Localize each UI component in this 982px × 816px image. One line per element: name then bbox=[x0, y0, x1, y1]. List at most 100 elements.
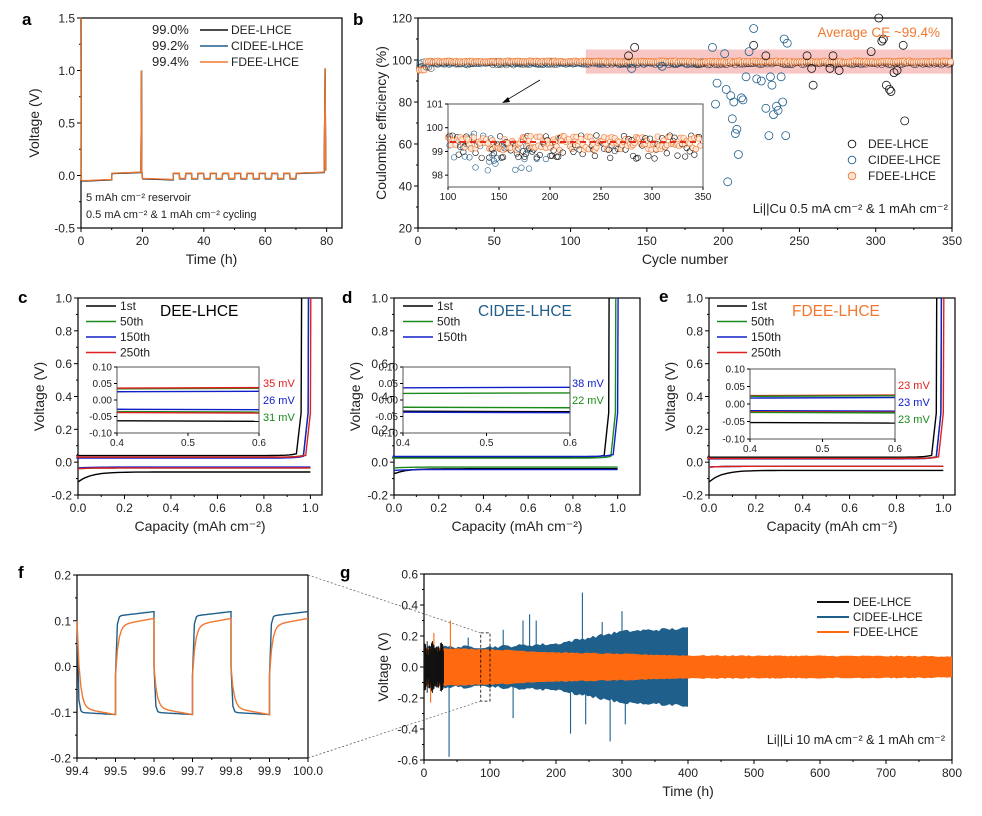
arrow-head bbox=[502, 97, 510, 103]
legend-marker bbox=[847, 139, 857, 149]
y-tick-label: 0.6 bbox=[401, 568, 418, 582]
x-tick-label: 100 bbox=[480, 766, 500, 780]
point-fdee bbox=[946, 58, 955, 66]
x-tick-label: 0.6 bbox=[841, 501, 858, 515]
point-cidee-outlier bbox=[627, 64, 636, 73]
inset-line-50th bbox=[749, 411, 896, 414]
x-tick-label: 150 bbox=[491, 192, 508, 203]
inset-point-fdee bbox=[578, 135, 585, 142]
inset-point-dee bbox=[607, 154, 614, 161]
point-cidee-outlier bbox=[761, 103, 771, 113]
legend-label: 250th bbox=[120, 346, 150, 360]
y-tick-label: 1.5 bbox=[58, 12, 75, 26]
inset-overpotential-label: 22 mV bbox=[572, 395, 604, 407]
x-tick-label: 0.6 bbox=[888, 444, 902, 455]
inset-line-50th bbox=[402, 406, 571, 409]
legend-label: 50th bbox=[437, 315, 460, 329]
point-dee-outlier bbox=[878, 34, 888, 44]
inset-point-dee bbox=[651, 155, 658, 162]
point-dee-outlier bbox=[828, 51, 838, 61]
x-tick-label: 0.0 bbox=[701, 501, 718, 515]
point-dee-outlier bbox=[886, 87, 896, 96]
point-dee-outlier bbox=[900, 116, 910, 126]
x-tick-label: 350 bbox=[695, 192, 712, 203]
x-tick-label: 0.6 bbox=[252, 438, 266, 449]
inset-point-dee bbox=[550, 147, 557, 154]
point-cidee-outlier bbox=[721, 85, 731, 94]
inset-point-cidee bbox=[493, 155, 501, 162]
point-cidee-outlier bbox=[727, 114, 737, 124]
y-tick-label: 0.2 bbox=[371, 423, 388, 437]
inset-point-dee bbox=[674, 152, 681, 159]
x-tick-label: 250 bbox=[593, 192, 610, 203]
point-cidee-outlier bbox=[778, 97, 788, 107]
legend-label: DEE-LHCE bbox=[868, 137, 929, 151]
y-tick-label: -0.10 bbox=[89, 429, 112, 440]
stripping-curve-250th bbox=[707, 297, 945, 460]
inset-point-fdee bbox=[470, 134, 478, 141]
x-tick-label: 1.0 bbox=[302, 501, 319, 515]
annotation-average-ce: Average CE ~99.4% bbox=[818, 25, 940, 40]
plating-curve-250th bbox=[77, 467, 311, 470]
point-cidee-outlier bbox=[776, 72, 786, 82]
point-cidee-outlier bbox=[712, 78, 722, 88]
inset-point-cidee bbox=[518, 164, 525, 171]
stripping-curve-1st bbox=[391, 297, 610, 458]
y-tick-label: 0.2 bbox=[686, 423, 703, 437]
panel-label-b: b bbox=[353, 10, 363, 29]
inset-overpotential-label: 23 mV bbox=[898, 397, 930, 409]
y-tick-label: 1.0 bbox=[58, 64, 75, 78]
y-tick-label: -0.1 bbox=[50, 706, 71, 720]
x-tick-label: 80 bbox=[320, 234, 334, 248]
inset-line-50th bbox=[749, 395, 896, 397]
inset-point-dee bbox=[496, 133, 504, 140]
y-axis-label: Voltage (V) bbox=[26, 88, 42, 157]
point-cidee-outlier bbox=[726, 91, 736, 101]
annotation-conditions: Li||Li 10 mA cm⁻² & 1 mAh cm⁻² bbox=[767, 733, 945, 747]
point-cidee-outlier bbox=[767, 80, 777, 90]
voltage-band-fdee bbox=[424, 647, 952, 687]
point-dee-outlier bbox=[889, 68, 899, 77]
x-tick-label: 150 bbox=[637, 234, 657, 248]
voltage-line-fdee bbox=[76, 617, 309, 716]
panel-label-d: d bbox=[342, 288, 352, 307]
x-axis-label: Cycle number bbox=[642, 251, 729, 267]
x-tick-label: 20 bbox=[136, 234, 150, 248]
point-cidee-outlier bbox=[766, 72, 775, 82]
point-dee-outlier bbox=[808, 80, 818, 90]
x-tick-label: 400 bbox=[678, 766, 698, 780]
x-tick-label: 99.6 bbox=[142, 764, 166, 778]
point-cidee-outlier bbox=[730, 129, 740, 138]
inset-point-dee bbox=[611, 147, 618, 155]
y-axis-label: Voltage (V) bbox=[31, 362, 47, 431]
point-cidee-outlier bbox=[708, 43, 717, 52]
point-dee-outlier bbox=[877, 36, 887, 46]
y-tick-label: 0.4 bbox=[686, 390, 703, 404]
annotation-reservoir: 5 mAh cm⁻² reservoir bbox=[86, 192, 191, 204]
y-axis-label: Voltage (V) bbox=[347, 362, 363, 431]
x-tick-label: 0.8 bbox=[256, 501, 273, 515]
x-tick-label: 99.9 bbox=[258, 764, 282, 778]
x-tick-label: 0.4 bbox=[163, 501, 180, 515]
inset-line-1st bbox=[402, 410, 571, 413]
inset-point-dee bbox=[555, 153, 562, 160]
inset-point-dee bbox=[605, 146, 612, 153]
inset-point-dee bbox=[663, 150, 670, 157]
x-tick-label: 200 bbox=[542, 192, 559, 203]
inset-point-dee bbox=[515, 153, 522, 161]
zoom-connector-top bbox=[307, 574, 481, 634]
inset-line-150th bbox=[402, 411, 571, 414]
y-tick-label: 99 bbox=[432, 147, 444, 158]
y-tick-label: -0.05 bbox=[375, 412, 398, 423]
y-tick-label: 101 bbox=[426, 100, 443, 111]
x-tick-label: 350 bbox=[942, 234, 962, 248]
legend-label: 1st bbox=[437, 299, 454, 313]
inset-line-1st bbox=[116, 420, 260, 422]
inset-point-dee bbox=[522, 150, 530, 157]
x-tick-label: 0 bbox=[415, 234, 422, 248]
x-axis-label: Capacity (mAh cm⁻²) bbox=[766, 518, 897, 534]
chart-a: 0 20 40 60 80 -0.5 0.0 0.5 1.0 1.5 Time (h) Voltage… bbox=[26, 12, 343, 267]
y-tick-label: 0.1 bbox=[54, 614, 71, 628]
panel-title: CIDEE-LHCE bbox=[478, 303, 572, 320]
x-tick-label: 0.8 bbox=[888, 501, 905, 515]
